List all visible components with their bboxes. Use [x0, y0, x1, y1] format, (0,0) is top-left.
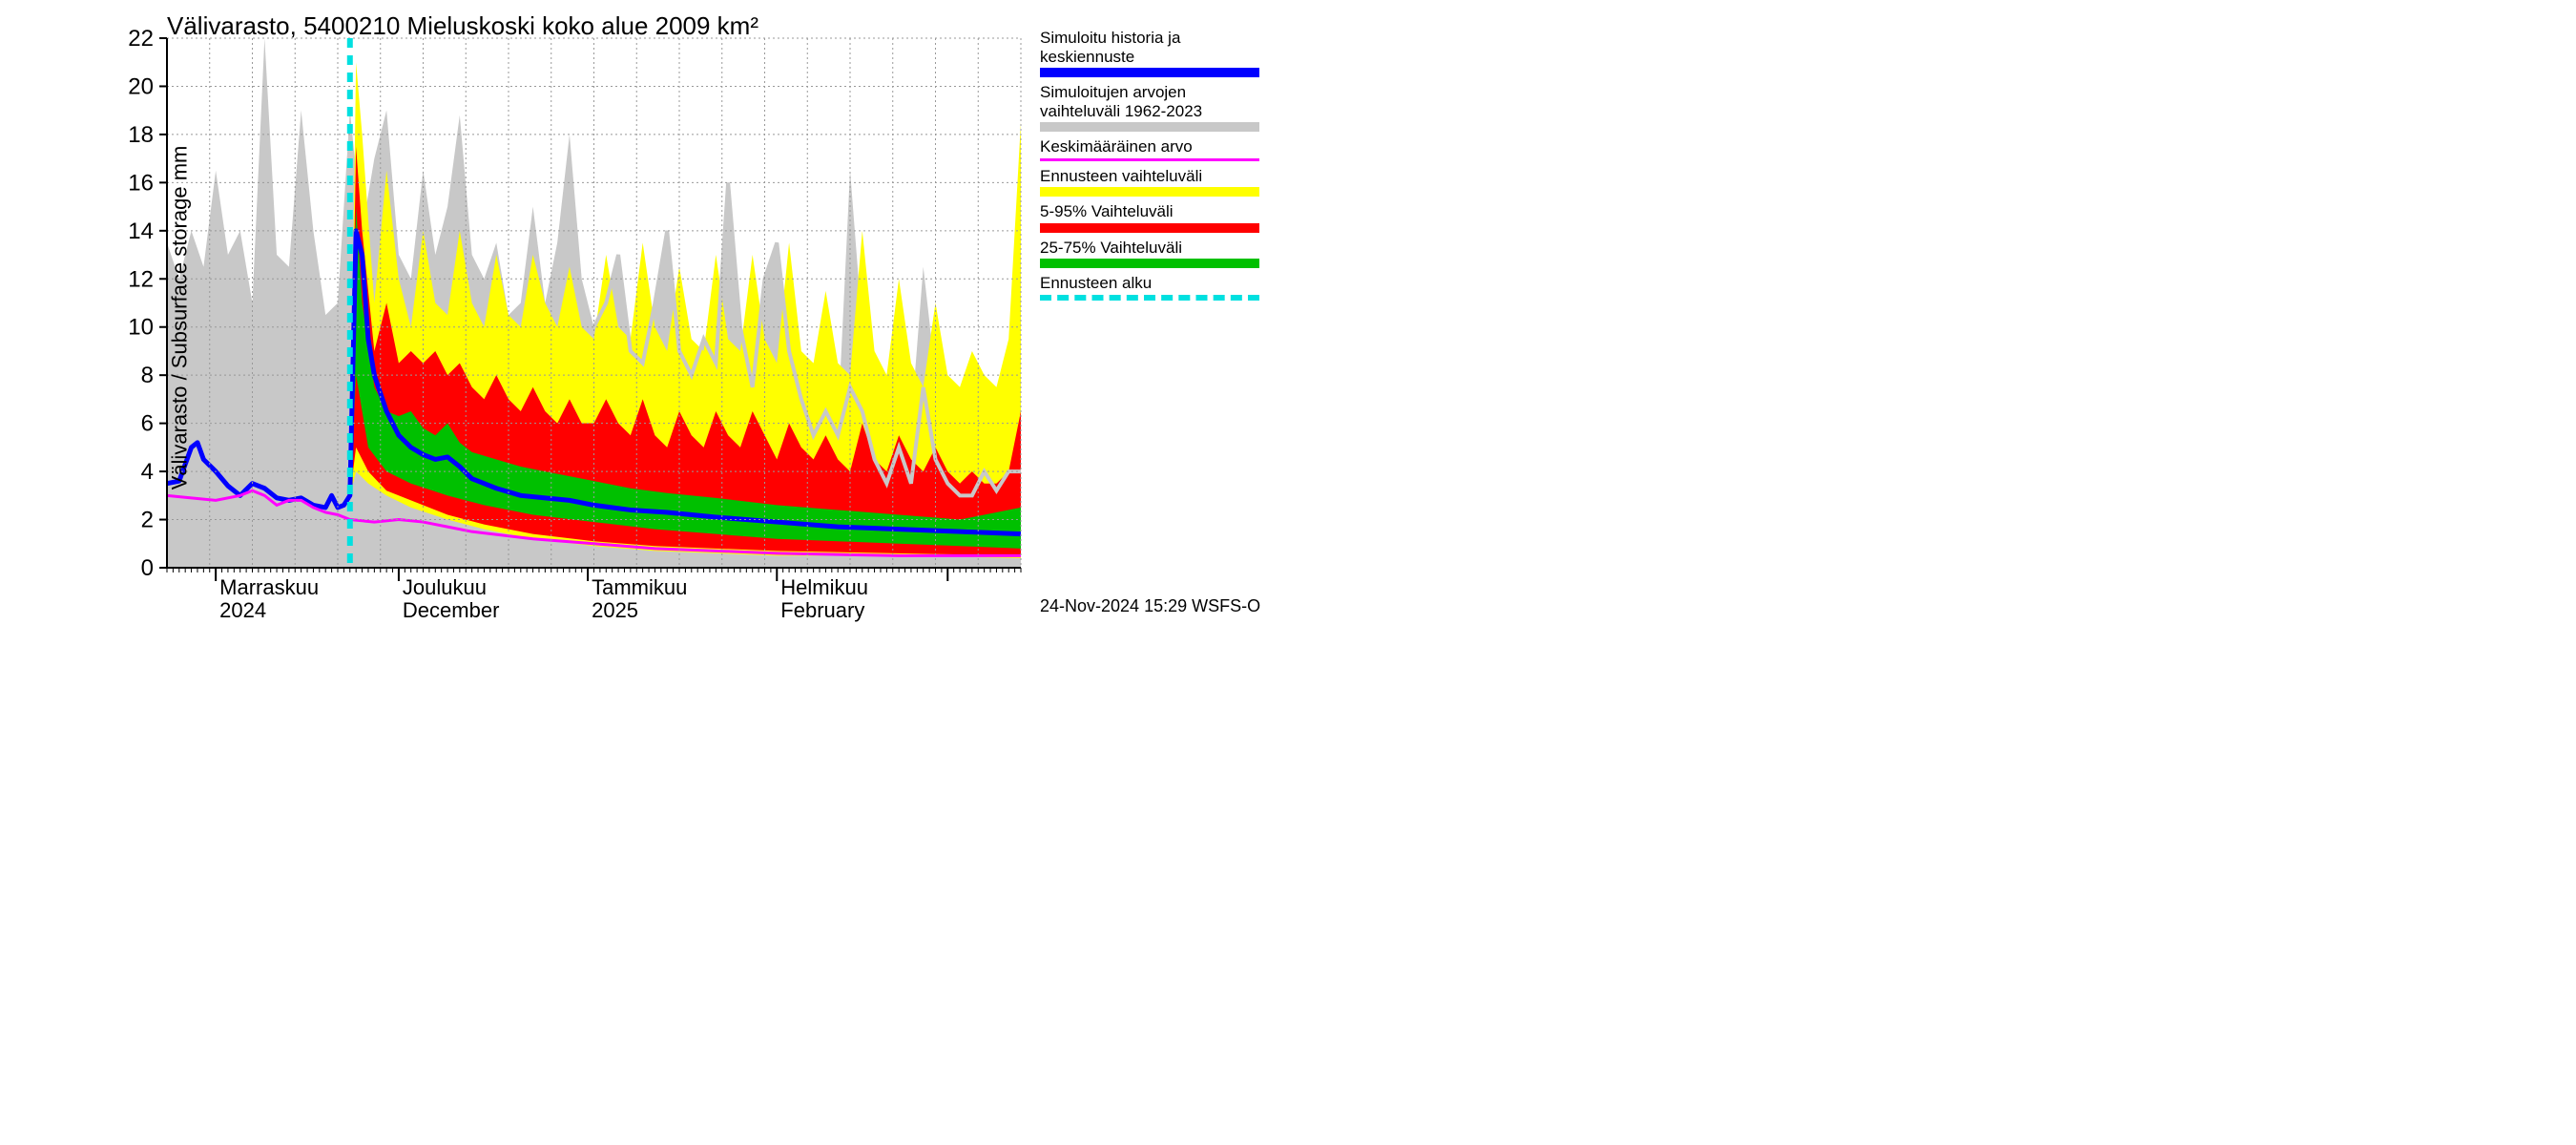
legend-item: Simuloitujen arvojen vaihteluväli 1962-2…	[1040, 83, 1259, 132]
svg-text:20: 20	[128, 73, 154, 99]
svg-text:Marraskuu: Marraskuu	[219, 575, 319, 599]
legend-swatch	[1040, 68, 1259, 77]
svg-text:February: February	[780, 598, 864, 622]
legend-item: 25-75% Vaihteluväli	[1040, 239, 1259, 269]
svg-text:0: 0	[141, 555, 154, 581]
legend-label: Keskimääräinen arvo	[1040, 137, 1259, 156]
svg-text:Tammikuu: Tammikuu	[592, 575, 687, 599]
legend-swatch	[1040, 223, 1259, 233]
svg-text:14: 14	[128, 219, 154, 244]
y-axis-label: Välivarasto / Subsurface storage mm	[167, 146, 192, 490]
legend-label: 25-75% Vaihteluväli	[1040, 239, 1259, 258]
svg-text:Helmikuu: Helmikuu	[780, 575, 868, 599]
legend: Simuloitu historia ja keskiennuste Simulo…	[1040, 29, 1259, 306]
legend-item: Ennusteen alku	[1040, 274, 1259, 301]
svg-text:2025: 2025	[592, 598, 638, 622]
legend-swatch	[1040, 295, 1259, 301]
chart-title: Välivarasto, 5400210 Mieluskoski koko al…	[167, 11, 758, 41]
legend-item: 5-95% Vaihteluväli	[1040, 202, 1259, 233]
legend-item: Keskimääräinen arvo	[1040, 137, 1259, 161]
legend-swatch	[1040, 259, 1259, 268]
svg-text:8: 8	[141, 363, 154, 388]
legend-label: Simuloitu historia ja keskiennuste	[1040, 29, 1259, 66]
legend-swatch	[1040, 158, 1259, 161]
svg-text:10: 10	[128, 315, 154, 341]
svg-text:2: 2	[141, 508, 154, 533]
svg-text:6: 6	[141, 411, 154, 437]
legend-item: Ennusteen vaihteluväli	[1040, 167, 1259, 198]
svg-text:22: 22	[128, 26, 154, 52]
legend-label: Ennusteen alku	[1040, 274, 1259, 293]
svg-text:18: 18	[128, 122, 154, 148]
svg-text:2024: 2024	[219, 598, 266, 622]
legend-label: 5-95% Vaihteluväli	[1040, 202, 1259, 221]
svg-text:Joulukuu: Joulukuu	[403, 575, 487, 599]
svg-text:12: 12	[128, 266, 154, 292]
svg-text:December: December	[403, 598, 499, 622]
timestamp: 24-Nov-2024 15:29 WSFS-O	[1040, 596, 1260, 616]
legend-label: Ennusteen vaihteluväli	[1040, 167, 1259, 186]
legend-swatch	[1040, 122, 1259, 132]
svg-text:16: 16	[128, 170, 154, 196]
legend-swatch	[1040, 187, 1259, 197]
legend-label: Simuloitujen arvojen vaihteluväli 1962-2…	[1040, 83, 1259, 120]
legend-item: Simuloitu historia ja keskiennuste	[1040, 29, 1259, 77]
chart-container: Välivarasto / Subsurface storage mm Väli…	[0, 0, 1431, 636]
svg-text:4: 4	[141, 459, 154, 485]
